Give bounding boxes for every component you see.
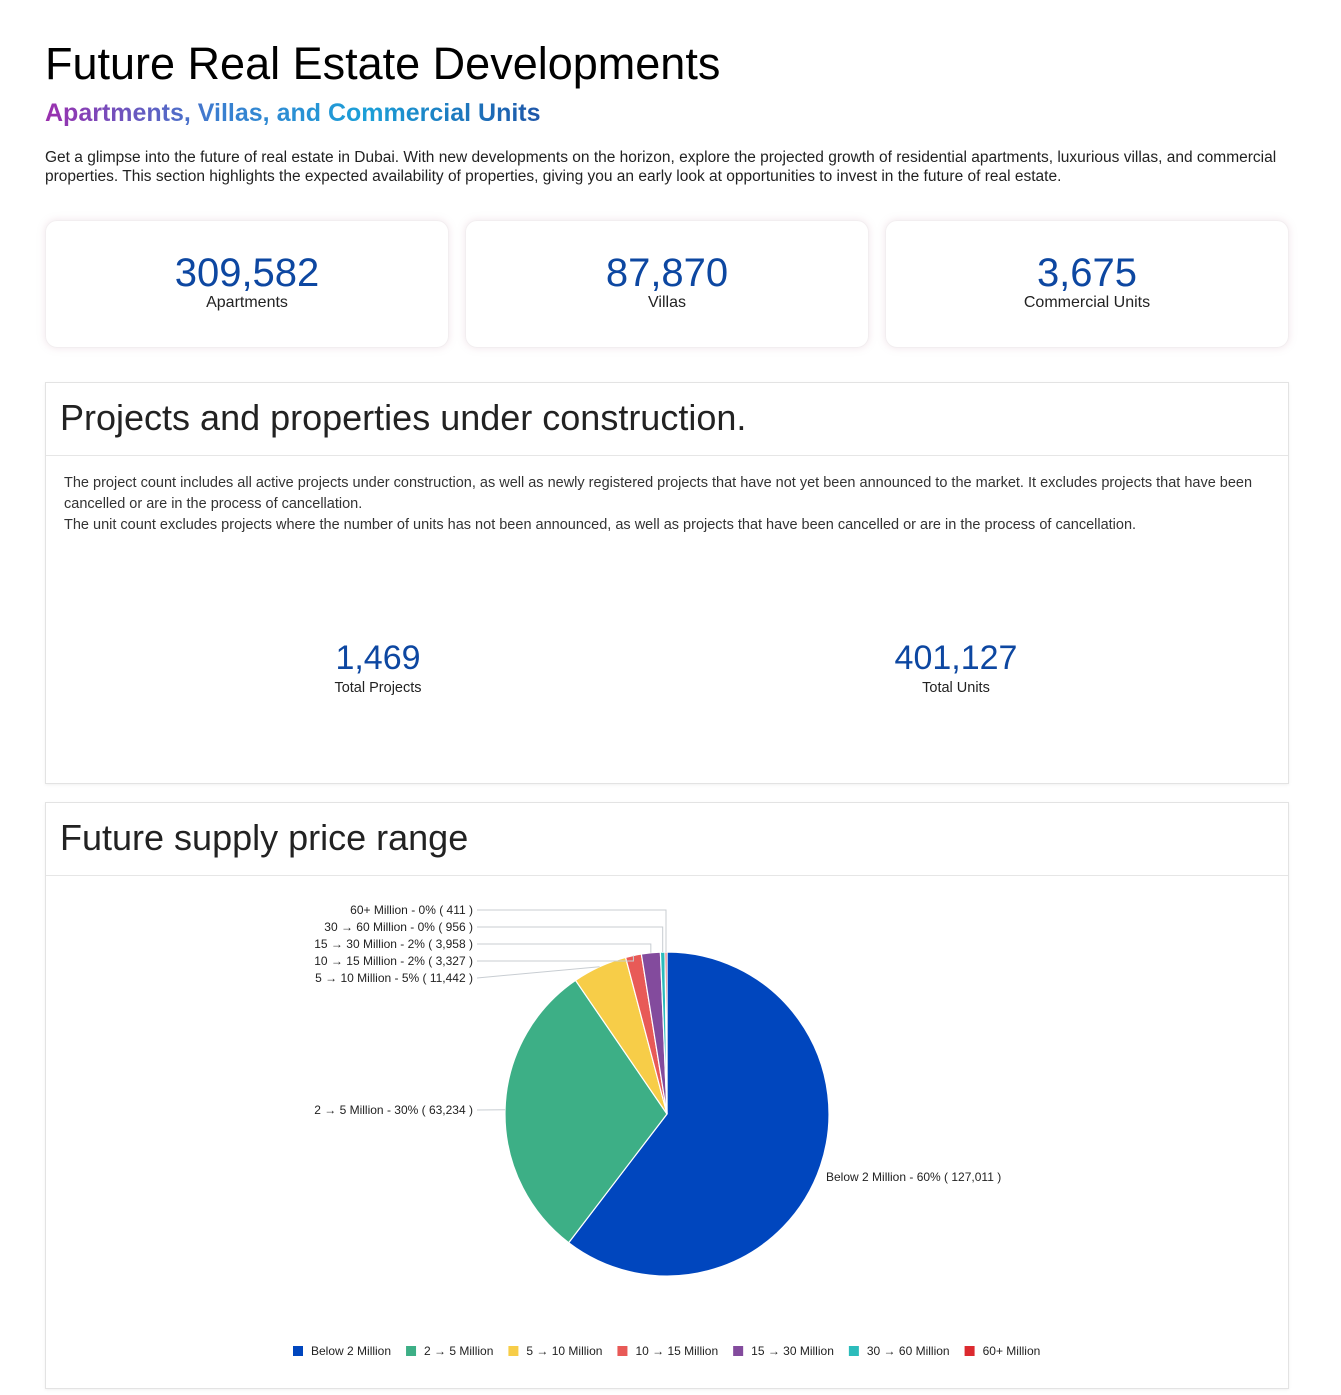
legend-swatch: [508, 1346, 519, 1356]
page-title: Future Real Estate Developments: [45, 38, 721, 89]
pie-data-label: Below 2 Million - 60% ( 127,011 ): [826, 1170, 1001, 1184]
pie-data-label: 60+ Million - 0% ( 411 ): [350, 903, 473, 917]
kpi-value: 1,469: [335, 639, 421, 677]
pie-data-label: 5 → 10 Million - 5% ( 11,442 ): [315, 971, 473, 985]
legend-swatch: [848, 1346, 859, 1356]
legend-swatch: [293, 1346, 303, 1356]
legend-label: 2 → 5 Million: [424, 1344, 493, 1358]
construction-description: The project count includes all active pr…: [46, 456, 1288, 553]
pie-data-label: 2 → 5 Million - 30% ( 63,234 ): [314, 1103, 473, 1117]
pie-data-label: 10 → 15 Million - 2% ( 3,327 ): [314, 954, 473, 968]
stat-label: Commercial Units: [1023, 294, 1151, 311]
leader-line: [477, 943, 652, 953]
construction-panel: Projects and properties under constructi…: [45, 382, 1289, 784]
supply-panel: Future supply price range Below 2 Millio…: [45, 802, 1289, 1389]
stat-card-villas: 87,870 Villas: [465, 220, 869, 348]
pie-data-label: 30 → 60 Million - 0% ( 956 ): [324, 920, 473, 934]
description-line: The unit count excludes projects where t…: [64, 517, 1137, 533]
pie-data-label: 15 → 30 Million - 2% ( 3,958 ): [314, 937, 473, 951]
stat-value: 87,870: [605, 251, 729, 295]
legend-label: 10 → 15 Million: [635, 1344, 718, 1358]
stat-value: 3,675: [1036, 251, 1138, 295]
pie-slice: [504, 979, 668, 1244]
description-line: The project count includes all active pr…: [64, 475, 1253, 512]
stat-card-commercial: 3,675 Commercial Units: [885, 220, 1289, 348]
leader-line: [477, 926, 664, 953]
kpi-total-projects: 1,469 Total Projects: [228, 639, 528, 696]
supply-title: Future supply price range: [46, 803, 1288, 876]
legend-swatch: [733, 1346, 744, 1356]
stat-label: Villas: [648, 294, 686, 311]
leader-line: [476, 966, 600, 979]
intro-text: Get a glimpse into the future of real es…: [45, 149, 1277, 185]
page-subtitle: Apartments, Villas, and Commercial Units: [45, 99, 541, 127]
legend-label: 30 → 60 Million: [867, 1344, 950, 1358]
legend-label: 5 → 10 Million: [526, 1344, 602, 1358]
construction-title: Projects and properties under constructi…: [46, 383, 1288, 456]
kpi-total-units: 401,127 Total Units: [806, 639, 1106, 696]
legend-label: Below 2 Million: [311, 1344, 391, 1358]
legend-swatch: [406, 1346, 417, 1356]
stat-card-apartments: 309,582 Apartments: [45, 220, 449, 348]
leader-line: [477, 955, 634, 962]
stat-label: Apartments: [206, 294, 288, 311]
leader-line: [477, 909, 667, 953]
stat-value: 309,582: [174, 251, 320, 295]
legend-swatch: [617, 1346, 628, 1356]
kpi-label: Total Projects: [334, 680, 422, 696]
pie-slice: [567, 951, 830, 1277]
kpi-value: 401,127: [894, 639, 1018, 677]
legend-label: 60+ Million: [983, 1344, 1041, 1358]
legend-swatch: [964, 1346, 975, 1356]
kpi-label: Total Units: [922, 680, 990, 696]
legend-label: 15 → 30 Million: [751, 1344, 834, 1358]
pie-chart: Below 2 Million - 60% ( 127,011 ) 2 → 5 M…: [293, 903, 1041, 1358]
